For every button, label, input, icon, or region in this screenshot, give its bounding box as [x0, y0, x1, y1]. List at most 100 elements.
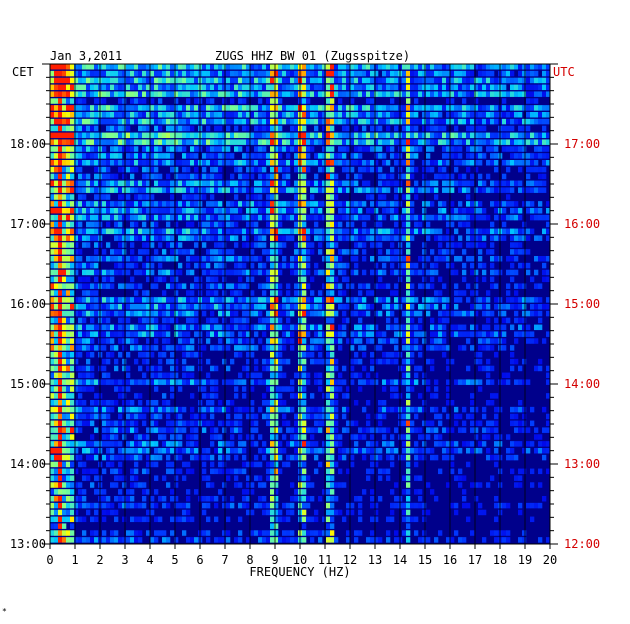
- heatmap-cell: [530, 112, 535, 118]
- heatmap-cell: [62, 352, 67, 358]
- heatmap-cell: [478, 235, 483, 241]
- heatmap-cell: [94, 153, 99, 159]
- heatmap-cell: [218, 297, 223, 303]
- heatmap-cell: [114, 214, 119, 221]
- heatmap-cell: [170, 358, 175, 365]
- heatmap-cell: [282, 187, 287, 193]
- heatmap-cell: [426, 118, 431, 125]
- heatmap-cell: [430, 331, 435, 337]
- heatmap-cell: [438, 310, 443, 317]
- heatmap-cell: [514, 235, 519, 241]
- heatmap-cell: [254, 379, 259, 385]
- heatmap-cell: [518, 297, 523, 303]
- heatmap-cell: [374, 372, 379, 379]
- heatmap-cell: [350, 77, 355, 84]
- heatmap-cell: [354, 153, 359, 159]
- heatmap-cell: [90, 406, 95, 413]
- heatmap-cell: [226, 269, 231, 276]
- heatmap-cell: [238, 372, 243, 379]
- heatmap-cell: [186, 345, 191, 351]
- heatmap-cell: [370, 132, 375, 139]
- heatmap-cell: [162, 77, 167, 84]
- heatmap-cell: [270, 400, 275, 406]
- heatmap-cell: [86, 413, 91, 420]
- heatmap-cell: [406, 160, 411, 166]
- heatmap-cell: [190, 125, 195, 132]
- heatmap-cell: [110, 256, 115, 262]
- heatmap-cell: [346, 91, 351, 97]
- heatmap-cell: [382, 283, 387, 289]
- heatmap-cell: [414, 132, 419, 139]
- heatmap-cell: [474, 160, 479, 166]
- heatmap-cell: [234, 70, 239, 77]
- heatmap-cell: [150, 160, 155, 166]
- heatmap-cell: [54, 345, 59, 351]
- heatmap-cell: [294, 146, 299, 152]
- heatmap-cell: [406, 139, 411, 145]
- heatmap-cell: [286, 406, 291, 413]
- heatmap-cell: [66, 64, 71, 70]
- heatmap-cell: [150, 64, 155, 70]
- left-axis-label: CET: [12, 65, 34, 79]
- heatmap-cell: [146, 276, 151, 283]
- heatmap-cell: [506, 228, 511, 235]
- heatmap-cell: [266, 160, 271, 166]
- heatmap-cell: [258, 214, 263, 221]
- heatmap-cell: [90, 345, 95, 351]
- heatmap-cell: [110, 214, 115, 221]
- heatmap-cell: [302, 406, 307, 413]
- heatmap-cell: [410, 358, 415, 365]
- heatmap-cell: [118, 187, 123, 193]
- heatmap-cell: [382, 379, 387, 385]
- heatmap-cell: [162, 400, 167, 406]
- heatmap-cell: [310, 310, 315, 317]
- heatmap-cell: [162, 297, 167, 303]
- heatmap-cell: [518, 324, 523, 331]
- heatmap-cell: [254, 269, 259, 276]
- heatmap-cell: [154, 84, 159, 91]
- heatmap-cell: [230, 173, 235, 180]
- heatmap-cell: [382, 304, 387, 310]
- heatmap-cell: [138, 317, 143, 324]
- heatmap-cell: [290, 112, 295, 118]
- heatmap-cell: [514, 297, 519, 303]
- heatmap-cell: [442, 324, 447, 331]
- heatmap-cell: [482, 91, 487, 97]
- heatmap-cell: [302, 283, 307, 289]
- heatmap-cell: [390, 338, 395, 344]
- heatmap-cell: [518, 125, 523, 132]
- heatmap-cell: [70, 118, 75, 125]
- heatmap-cell: [142, 235, 147, 241]
- heatmap-cell: [50, 345, 55, 351]
- heatmap-cell: [338, 132, 343, 139]
- heatmap-cell: [106, 187, 111, 193]
- heatmap-cell: [450, 146, 455, 152]
- heatmap-cell: [462, 324, 467, 331]
- heatmap-cell: [90, 77, 95, 84]
- heatmap-cell: [490, 84, 495, 91]
- heatmap-cell: [166, 91, 171, 97]
- heatmap-cell: [222, 160, 227, 166]
- heatmap-cell: [350, 91, 355, 97]
- heatmap-cell: [74, 70, 79, 77]
- heatmap-cell: [130, 324, 135, 331]
- heatmap-cell: [114, 386, 119, 392]
- heatmap-cell: [470, 84, 475, 91]
- heatmap-cell: [478, 304, 483, 310]
- heatmap-cell: [86, 242, 91, 248]
- heatmap-cell: [230, 98, 235, 104]
- heatmap-cell: [82, 194, 87, 200]
- heatmap-cell: [58, 283, 63, 289]
- heatmap-cell: [510, 324, 515, 331]
- heatmap-cell: [442, 139, 447, 145]
- heatmap-cell: [430, 160, 435, 166]
- heatmap-cell: [210, 386, 215, 392]
- heatmap-cell: [286, 160, 291, 166]
- heatmap-cell: [358, 358, 363, 365]
- heatmap-cell: [174, 372, 179, 379]
- heatmap-cell: [454, 406, 459, 413]
- heatmap-cell: [258, 64, 263, 70]
- heatmap-cell: [162, 112, 167, 118]
- heatmap-cell: [362, 345, 367, 351]
- heatmap-cell: [210, 173, 215, 180]
